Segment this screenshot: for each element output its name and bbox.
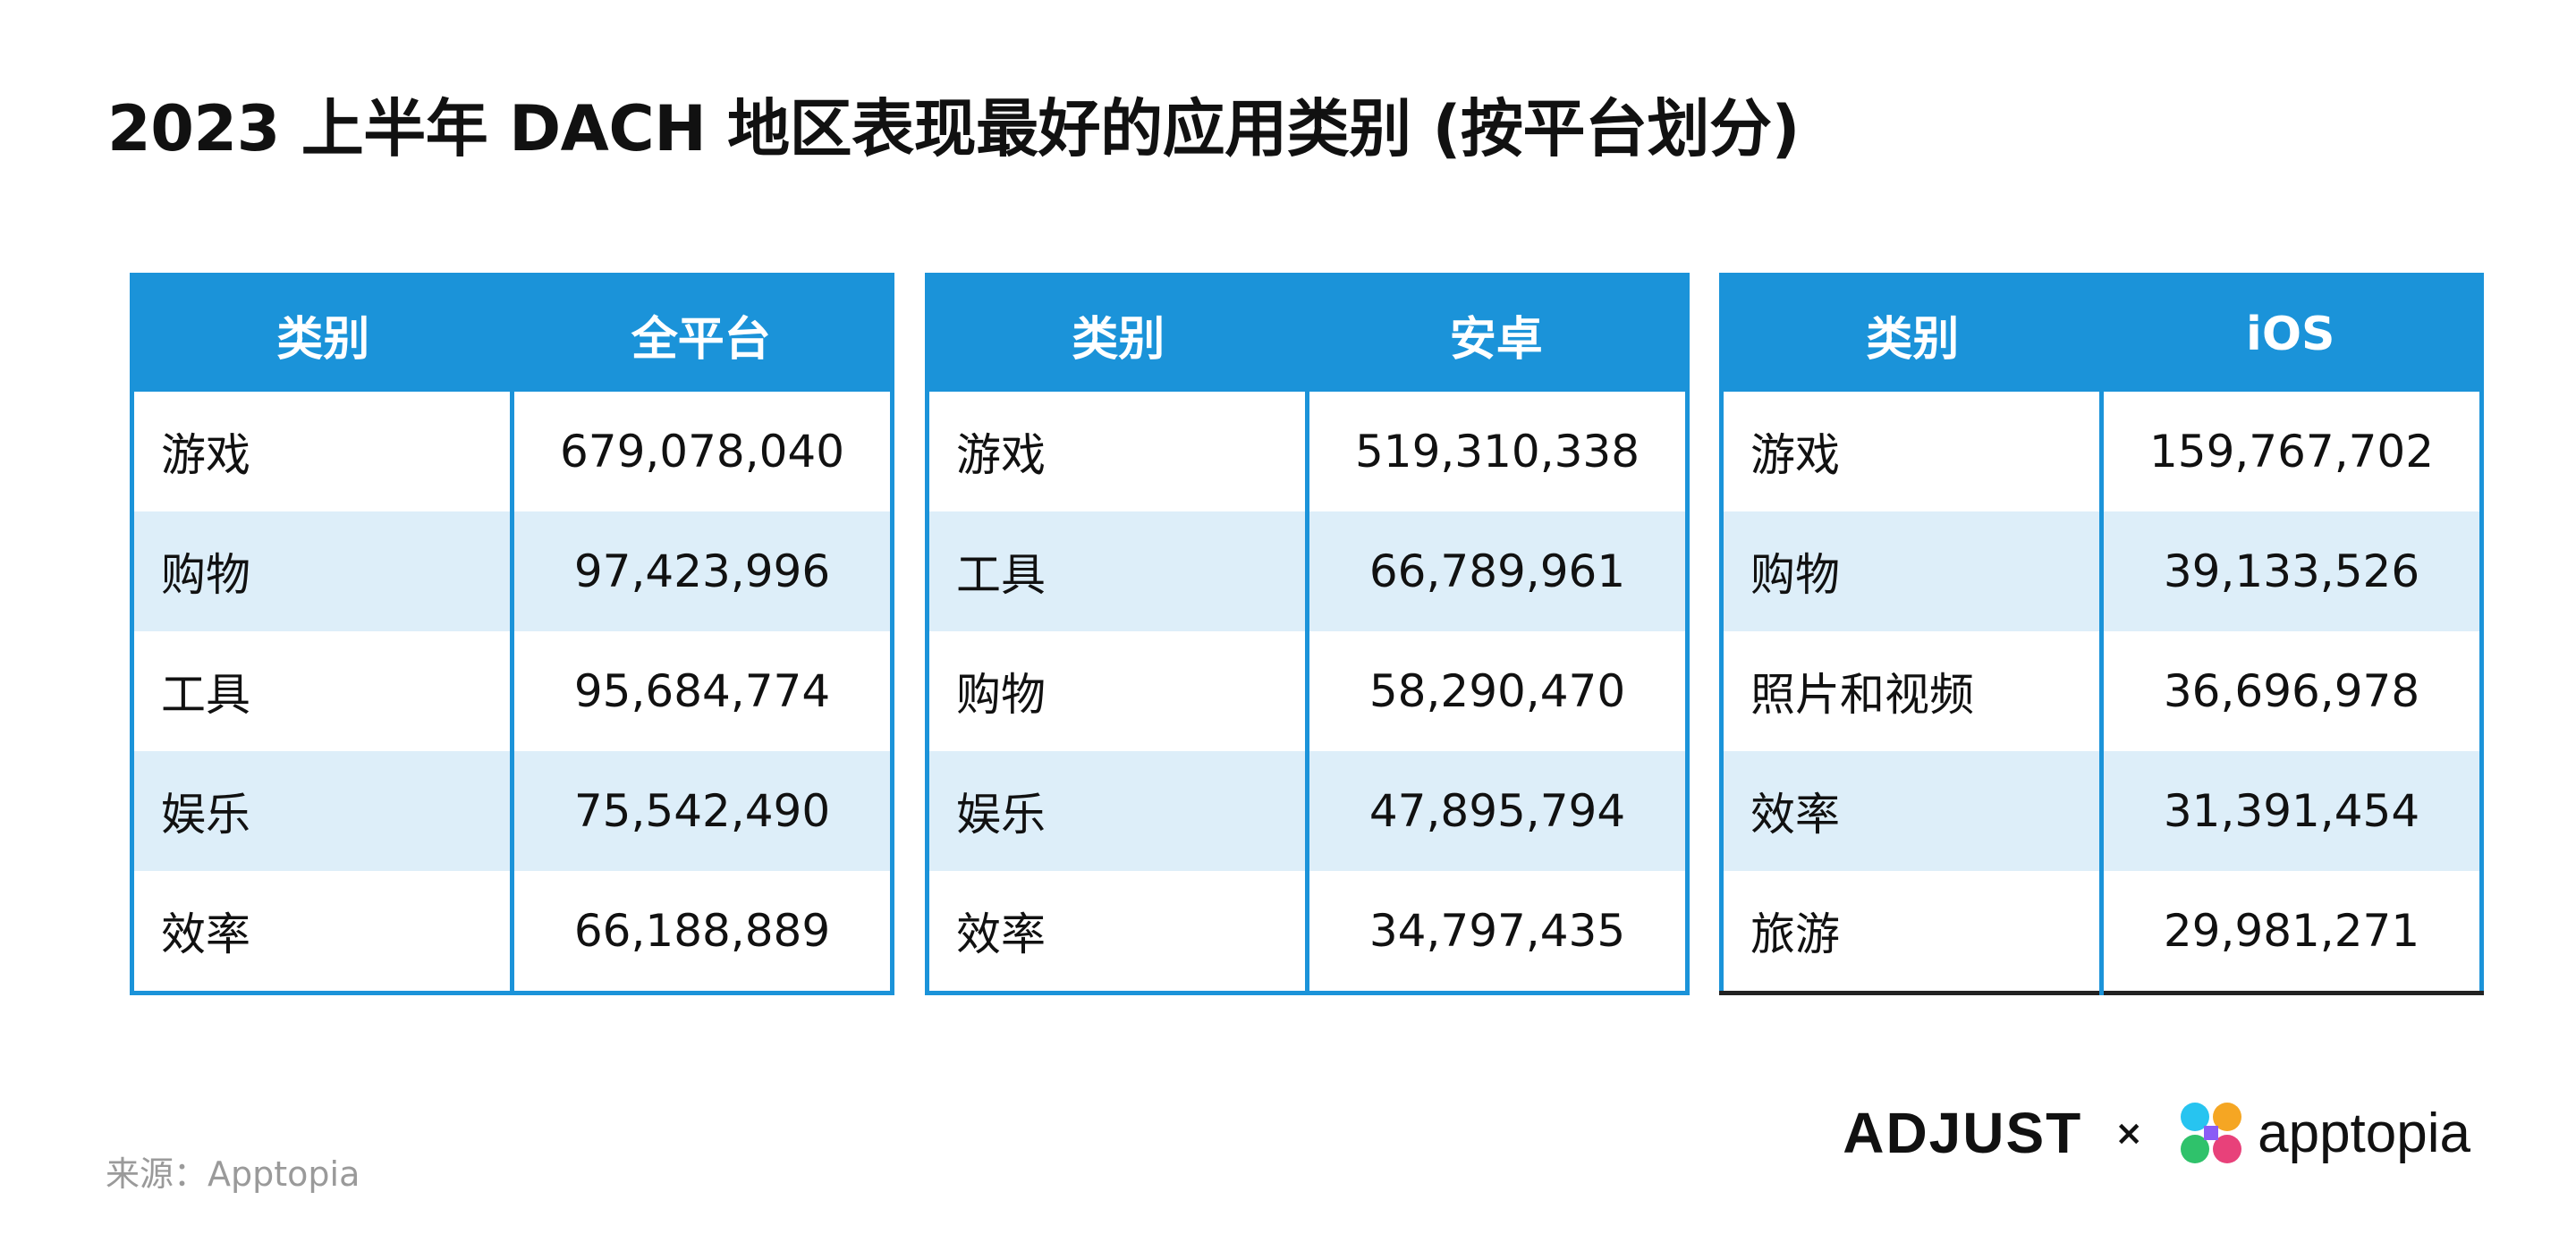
table-row: 娱乐 47,895,794	[927, 751, 1688, 871]
value-cell: 34,797,435	[1368, 905, 1626, 957]
value-cell: 47,895,794	[1307, 751, 1688, 871]
value-cell: 29,981,271	[2163, 905, 2420, 957]
table-row: 效率 31,391,454	[1721, 751, 2482, 871]
table-ios: 类别 iOS 游戏 159,767,702 购物 39,133,526 照片和视…	[1719, 273, 2484, 995]
value-cell: 66,789,961	[1307, 511, 1688, 631]
value-cell: 75,542,490	[512, 751, 893, 871]
category-cell: 娱乐	[131, 751, 514, 871]
table-row: 效率 66,188,889	[131, 871, 893, 993]
table-row: 娱乐 75,542,490	[131, 751, 893, 871]
table-all-platforms: 类别 全平台 游戏 679,078,040 购物 97,423,996 工具 9…	[130, 273, 894, 995]
column-header-platform: 全平台	[512, 275, 893, 392]
category-cell: 工具	[927, 511, 1309, 631]
value-cell: 159,767,702	[2148, 426, 2435, 478]
table-row: 效率 34,797,435	[927, 871, 1688, 993]
adjust-logo: ADJUST	[1843, 1101, 2083, 1165]
table-row: 游戏 519,310,338	[927, 392, 1688, 511]
value-cell: 58,290,470	[1368, 665, 1626, 717]
value-cell: 679,078,040	[559, 426, 845, 478]
table-row: 购物 58,290,470	[927, 631, 1688, 751]
category-cell: 效率	[927, 871, 1309, 993]
table-row: 工具 95,684,774	[131, 631, 893, 751]
table-android: 类别 安卓 游戏 519,310,338 工具 66,789,961 购物 58…	[925, 273, 1690, 995]
table-row: 游戏 679,078,040	[131, 392, 893, 511]
table-row: 工具 66,789,961	[927, 511, 1688, 631]
apptopia-logo-icon	[2181, 1103, 2242, 1163]
category-cell: 娱乐	[927, 751, 1309, 871]
value-cell: 97,423,996	[512, 511, 893, 631]
value-cell: 31,391,454	[2101, 751, 2482, 871]
category-cell: 购物	[131, 511, 514, 631]
tables-container: 类别 全平台 游戏 679,078,040 购物 97,423,996 工具 9…	[0, 273, 2576, 997]
category-cell: 游戏	[131, 392, 514, 511]
category-cell: 购物	[1721, 511, 2104, 631]
value-cell: 519,310,338	[1354, 426, 1640, 478]
value-cell: 36,696,978	[2163, 665, 2420, 717]
table-row: 游戏 159,767,702	[1721, 392, 2482, 511]
category-cell: 效率	[1721, 751, 2104, 871]
category-cell: 购物	[927, 631, 1309, 751]
category-cell: 游戏	[927, 392, 1309, 511]
category-cell: 工具	[131, 631, 514, 751]
apptopia-wordmark: apptopia	[2258, 1102, 2470, 1164]
column-header-category: 类别	[927, 275, 1308, 392]
category-cell: 效率	[131, 871, 514, 993]
table-header-row: 类别 全平台	[131, 275, 893, 392]
category-cell: 旅游	[1721, 871, 2104, 993]
value-cell: 66,188,889	[573, 905, 831, 957]
column-header-category: 类别	[131, 275, 513, 392]
table-row: 照片和视频 36,696,978	[1721, 631, 2482, 751]
table-header-row: 类别 iOS	[1721, 275, 2482, 392]
table-row: 旅游 29,981,271	[1721, 871, 2482, 993]
table-row: 购物 97,423,996	[131, 511, 893, 631]
source-note: 来源：Apptopia	[106, 1154, 360, 1194]
table-row: 购物 39,133,526	[1721, 511, 2482, 631]
column-header-platform: iOS	[2101, 275, 2482, 392]
category-cell: 照片和视频	[1721, 631, 2104, 751]
table-header-row: 类别 安卓	[927, 275, 1688, 392]
logo-bar: ADJUST × apptopia	[1843, 1093, 2470, 1173]
category-cell: 游戏	[1721, 392, 2104, 511]
page-title: 2023 上半年 DACH 地区表现最好的应用类别 (按平台划分)	[107, 92, 1801, 165]
column-header-category: 类别	[1721, 275, 2102, 392]
column-header-platform: 安卓	[1307, 275, 1688, 392]
value-cell: 95,684,774	[573, 665, 831, 717]
separator-mark: ×	[2114, 1113, 2144, 1153]
value-cell: 39,133,526	[2101, 511, 2482, 631]
